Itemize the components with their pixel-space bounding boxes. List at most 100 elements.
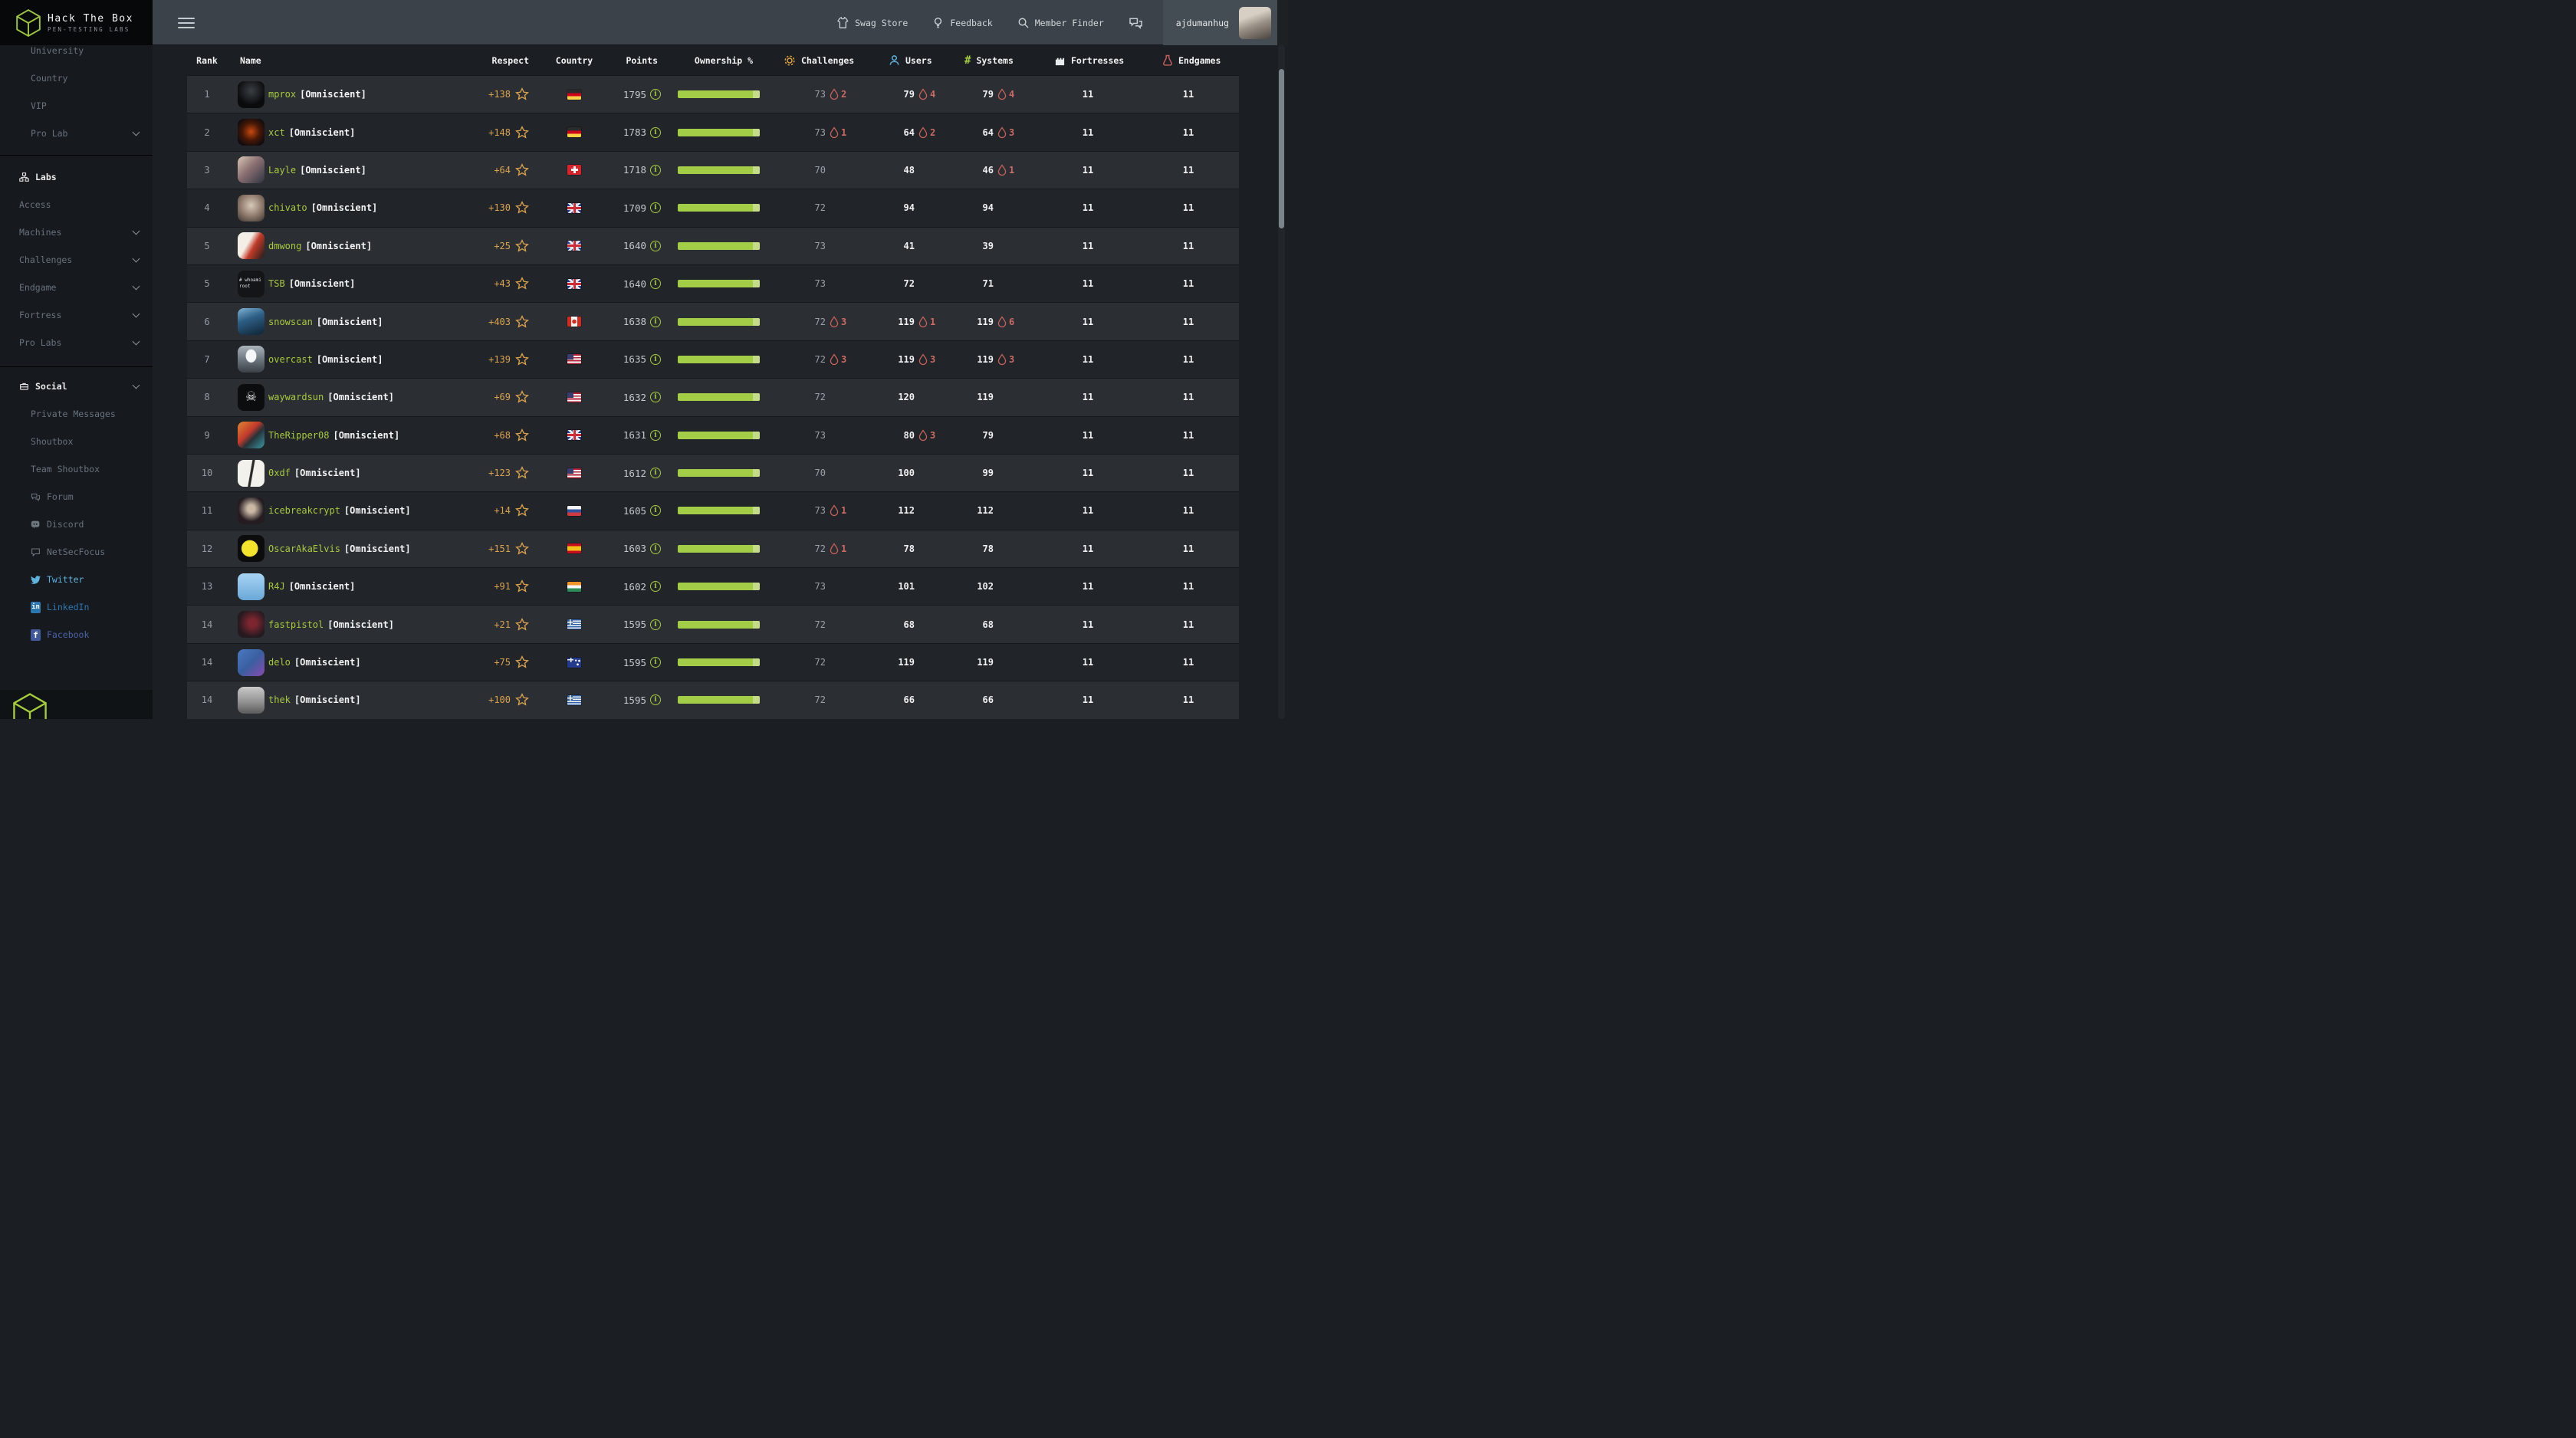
nav-member-finder[interactable]: Member Finder bbox=[1017, 17, 1104, 28]
team-name[interactable]: [Omniscient] bbox=[294, 694, 361, 706]
points-info-icon[interactable]: i bbox=[650, 89, 661, 100]
avatar[interactable] bbox=[238, 156, 264, 184]
points-info-icon[interactable]: i bbox=[650, 505, 661, 517]
player-name[interactable]: chivato bbox=[268, 202, 307, 214]
points-info-icon[interactable]: i bbox=[650, 657, 661, 668]
team-name[interactable]: [Omniscient] bbox=[288, 278, 356, 290]
column-header-endgames[interactable]: Endgames bbox=[1138, 54, 1239, 66]
star-icon[interactable] bbox=[515, 617, 529, 632]
column-header-users[interactable]: Users bbox=[862, 54, 954, 66]
player-name[interactable]: icebreakcrypt bbox=[268, 505, 340, 517]
player-name[interactable]: thek bbox=[268, 694, 291, 706]
sidebar-item-pro-lab[interactable]: Pro Lab bbox=[0, 120, 153, 147]
avatar[interactable]: # whoami root bbox=[238, 270, 264, 297]
sidebar-item-forum[interactable]: Forum bbox=[0, 483, 153, 511]
avatar[interactable] bbox=[238, 611, 264, 639]
sidebar-item-private-messages[interactable]: Private Messages bbox=[0, 400, 153, 428]
team-name[interactable]: [Omniscient] bbox=[305, 240, 373, 251]
sidebar-item-labs[interactable]: Labs bbox=[0, 163, 153, 191]
column-header-country[interactable]: Country bbox=[555, 54, 593, 66]
scrollbar-thumb[interactable] bbox=[1279, 69, 1284, 228]
messages-icon[interactable] bbox=[1129, 17, 1143, 29]
column-header-name[interactable]: Name bbox=[240, 54, 261, 66]
star-icon[interactable] bbox=[515, 125, 529, 140]
star-icon[interactable] bbox=[515, 201, 529, 215]
points-info-icon[interactable]: i bbox=[650, 278, 661, 290]
avatar[interactable] bbox=[238, 232, 264, 260]
sidebar-item-facebook[interactable]: f Facebook bbox=[0, 621, 153, 648]
sidebar-item-challenges[interactable]: Challenges bbox=[0, 246, 153, 274]
team-name[interactable]: [Omniscient] bbox=[327, 392, 394, 403]
sidebar-item-fortress[interactable]: Fortress bbox=[0, 301, 153, 329]
avatar[interactable] bbox=[238, 80, 264, 108]
sidebar-item-social[interactable]: Social bbox=[0, 373, 153, 400]
star-icon[interactable] bbox=[515, 504, 529, 517]
points-info-icon[interactable]: i bbox=[650, 468, 661, 479]
avatar[interactable] bbox=[238, 422, 264, 449]
sidebar-item-discord[interactable]: Discord bbox=[0, 511, 153, 538]
team-name[interactable]: [Omniscient] bbox=[343, 505, 411, 517]
user-menu[interactable]: ajdumanhug bbox=[1162, 0, 1277, 45]
star-icon[interactable] bbox=[515, 693, 529, 707]
team-name[interactable]: [Omniscient] bbox=[310, 202, 378, 214]
player-name[interactable]: fastpistol bbox=[268, 619, 324, 630]
player-name[interactable]: dmwong bbox=[268, 240, 302, 251]
sidebar-item-access[interactable]: Access bbox=[0, 191, 153, 218]
points-info-icon[interactable]: i bbox=[650, 316, 661, 327]
nav-swag-store[interactable]: Swag Store bbox=[836, 16, 908, 29]
player-name[interactable]: OscarAkaElvis bbox=[268, 543, 340, 554]
team-name[interactable]: [Omniscient] bbox=[300, 164, 366, 176]
player-name[interactable]: R4J bbox=[268, 581, 285, 593]
avatar[interactable]: ☠ bbox=[238, 383, 264, 411]
star-icon[interactable] bbox=[515, 163, 529, 177]
avatar[interactable] bbox=[238, 535, 264, 563]
player-name[interactable]: delo bbox=[268, 657, 291, 668]
points-info-icon[interactable]: i bbox=[650, 392, 661, 403]
team-name[interactable]: [Omniscient] bbox=[333, 429, 400, 441]
avatar[interactable] bbox=[238, 686, 264, 714]
points-info-icon[interactable]: i bbox=[650, 164, 661, 176]
team-name[interactable]: [Omniscient] bbox=[288, 126, 356, 138]
column-header-rank[interactable]: Rank bbox=[196, 54, 218, 66]
star-icon[interactable] bbox=[515, 277, 529, 291]
nav-feedback[interactable]: Feedback bbox=[932, 17, 993, 29]
points-info-icon[interactable]: i bbox=[650, 240, 661, 251]
star-icon[interactable] bbox=[515, 428, 529, 442]
star-icon[interactable] bbox=[515, 466, 529, 480]
player-name[interactable]: TSB bbox=[268, 278, 285, 290]
sidebar-item-endgame[interactable]: Endgame bbox=[0, 274, 153, 301]
points-info-icon[interactable]: i bbox=[650, 353, 661, 365]
points-info-icon[interactable]: i bbox=[650, 619, 661, 630]
star-icon[interactable] bbox=[515, 352, 529, 366]
sidebar-item-shoutbox[interactable]: Shoutbox bbox=[0, 428, 153, 455]
player-name[interactable]: mprox bbox=[268, 89, 297, 100]
player-name[interactable]: 0xdf bbox=[268, 468, 291, 479]
points-info-icon[interactable]: i bbox=[650, 202, 661, 214]
avatar[interactable] bbox=[238, 573, 264, 600]
star-icon[interactable] bbox=[515, 390, 529, 404]
sidebar-item-country[interactable]: Country bbox=[0, 64, 153, 92]
vertical-scrollbar[interactable] bbox=[1278, 45, 1285, 719]
sidebar-item-pro-labs[interactable]: Pro Labs bbox=[0, 329, 153, 356]
points-info-icon[interactable]: i bbox=[650, 694, 661, 706]
team-name[interactable]: [Omniscient] bbox=[294, 468, 361, 479]
player-name[interactable]: snowscan bbox=[268, 316, 313, 327]
team-name[interactable]: [Omniscient] bbox=[327, 619, 394, 630]
htb-logo[interactable]: Hack The Box PEN-TESTING LABS bbox=[0, 0, 153, 45]
points-info-icon[interactable]: i bbox=[650, 581, 661, 593]
sidebar-item-netsecfocus[interactable]: NetSecFocus bbox=[0, 538, 153, 566]
sidebar-item-linkedin[interactable]: in LinkedIn bbox=[0, 593, 153, 621]
star-icon[interactable] bbox=[515, 314, 529, 329]
team-name[interactable]: [Omniscient] bbox=[294, 657, 361, 668]
star-icon[interactable] bbox=[515, 655, 529, 669]
avatar[interactable] bbox=[238, 459, 264, 487]
column-header-points[interactable]: Points bbox=[626, 54, 658, 66]
column-header-respect[interactable]: Respect bbox=[491, 54, 529, 66]
team-name[interactable]: [Omniscient] bbox=[288, 581, 356, 593]
avatar[interactable] bbox=[238, 346, 264, 373]
star-icon[interactable] bbox=[515, 238, 529, 253]
hamburger-menu-icon[interactable] bbox=[178, 15, 195, 31]
team-name[interactable]: [Omniscient] bbox=[316, 316, 383, 327]
player-name[interactable]: TheRipper08 bbox=[268, 429, 330, 441]
player-name[interactable]: waywardsun bbox=[268, 392, 324, 403]
